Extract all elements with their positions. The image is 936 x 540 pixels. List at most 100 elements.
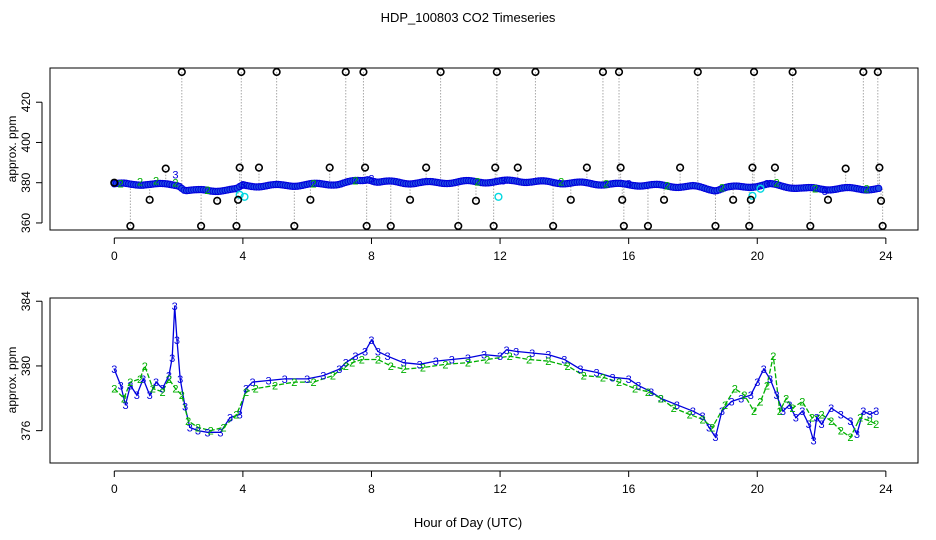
bottom-x-tick-label: 20 — [751, 482, 765, 496]
series-3-point-label: 3 — [304, 374, 310, 386]
series-2-label: 2 — [475, 177, 481, 189]
series-2-point-label: 2 — [632, 384, 638, 396]
series-2-point-label: 2 — [507, 351, 513, 363]
series-2-point-label: 2 — [847, 432, 853, 444]
series-2-point-label: 2 — [709, 422, 715, 434]
series-2-point-label: 2 — [581, 371, 587, 383]
series-3-point-label: 3 — [243, 384, 249, 396]
series-3-point-label: 3 — [217, 427, 223, 439]
outlier-point — [531, 67, 540, 77]
series-2-point-label: 2 — [137, 374, 143, 386]
series-3-point-label: 3 — [118, 380, 124, 392]
outlier-point — [788, 67, 797, 77]
series-3-point-label: 3 — [854, 429, 860, 441]
bottom-series-lines — [113, 306, 877, 441]
series-2-point-label: 2 — [127, 377, 133, 389]
series-3-point-label: 3 — [780, 406, 786, 418]
series-2-point-label: 2 — [770, 351, 776, 363]
series-3-label: 3 — [822, 186, 828, 198]
series-2-point-label: 2 — [867, 416, 873, 428]
series-3-point-label: 3 — [111, 364, 117, 376]
series-3-point-label: 3 — [166, 371, 172, 383]
outlier-point — [436, 67, 445, 77]
cyan-point — [756, 184, 765, 193]
series-3-point-label: 3 — [610, 372, 616, 384]
top-outlier-points — [110, 67, 887, 231]
bottom-plot-frame — [49, 297, 919, 464]
top-cyan-points — [235, 184, 765, 201]
outlier-point — [254, 163, 264, 172]
series-2-point-label: 2 — [311, 377, 317, 389]
outlier-point — [290, 221, 299, 231]
series-3-label: 3 — [764, 179, 770, 191]
top-y-axis-label: approx. ppm — [5, 116, 19, 183]
series-2-line — [113, 355, 877, 439]
series-2-point-label: 2 — [764, 380, 770, 392]
series-2-point-label: 2 — [330, 371, 336, 383]
series-3-point-label: 3 — [140, 374, 146, 386]
outlier-point — [359, 67, 368, 77]
series-2-point-label: 2 — [401, 364, 407, 376]
series-2-label: 2 — [719, 183, 725, 195]
outlier-point — [616, 163, 625, 172]
series-3-point-label: 3 — [481, 350, 487, 362]
outlier-point — [749, 67, 759, 77]
top-y-tick-label: 380 — [19, 172, 33, 192]
top-x-tick-label: 0 — [111, 249, 118, 263]
series-3-line — [113, 306, 877, 441]
series-2-point-label: 2 — [349, 358, 355, 370]
outlier-point — [126, 221, 135, 231]
series-3-point-label: 3 — [362, 346, 368, 358]
outlier-point — [619, 221, 628, 231]
series-3-point-label: 3 — [754, 377, 760, 389]
outlier-point — [235, 163, 244, 172]
series-3-point-label: 3 — [728, 397, 734, 409]
series-3-point-label: 3 — [799, 406, 805, 418]
series-3-point-label: 3 — [690, 406, 696, 418]
outlier-point — [711, 221, 720, 231]
bottom-y-tick-label: 384 — [19, 291, 33, 311]
series-3-point-label: 3 — [237, 409, 243, 421]
series-3-point-label: 3 — [352, 351, 358, 363]
outlier-point — [729, 195, 738, 204]
series-2-point-label: 2 — [828, 416, 834, 428]
series-2-point-label: 2 — [233, 409, 239, 421]
series-2-point-label: 2 — [420, 363, 426, 375]
bottom-x-tick-label: 8 — [368, 482, 375, 496]
series-2-point-label: 2 — [857, 413, 863, 425]
series-2-point-label: 2 — [111, 384, 117, 396]
series-3-point-label: 3 — [635, 380, 641, 392]
top-x-tick-label: 4 — [240, 249, 247, 263]
outlier-point — [566, 195, 575, 204]
outlier-point — [161, 164, 170, 173]
outlier-point — [693, 67, 702, 77]
series-3-point-label: 3 — [674, 400, 680, 412]
series-2-point-label: 2 — [253, 384, 259, 396]
series-2-label: 2 — [204, 185, 210, 197]
series-2-point-label: 2 — [526, 354, 532, 366]
outlier-point — [110, 178, 119, 187]
cyan-point — [240, 192, 249, 201]
series-3-point-label: 3 — [122, 400, 128, 412]
series-2-label: 2 — [812, 184, 818, 196]
outlier-point — [676, 163, 685, 172]
bottom-y-tick-label: 380 — [19, 356, 33, 376]
series-3-point-label: 3 — [320, 371, 326, 383]
series-3-point-label: 3 — [810, 435, 816, 447]
series-2-point-label: 2 — [243, 387, 249, 399]
series-3-point-label: 3 — [847, 416, 853, 428]
outlier-point — [422, 163, 431, 172]
outlier-point — [454, 221, 463, 231]
series-3-point-label: 3 — [626, 374, 632, 386]
series-3-point-label: 3 — [465, 353, 471, 365]
series-3-point-label: 3 — [401, 358, 407, 370]
series-3-label: 3 — [626, 179, 632, 191]
series-2-label: 2 — [172, 178, 178, 190]
series-2-point-label: 2 — [185, 416, 191, 428]
outlier-point — [618, 195, 627, 204]
series-2-point-label: 2 — [600, 372, 606, 384]
series-2-point-label: 2 — [751, 406, 757, 418]
